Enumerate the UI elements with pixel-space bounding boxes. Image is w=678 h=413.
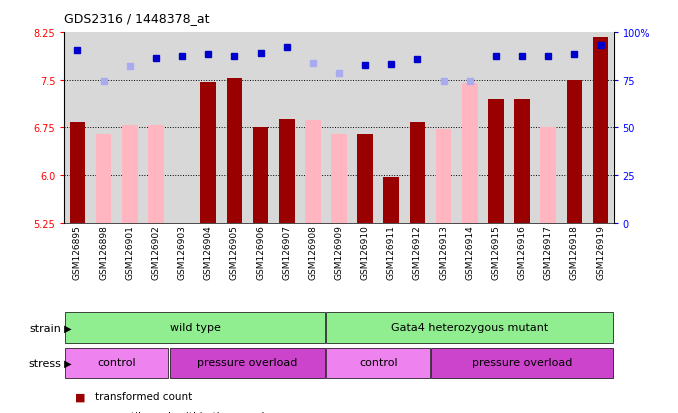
Text: GSM126916: GSM126916 [517,225,527,280]
Text: ■: ■ [75,411,85,413]
Bar [70,123,85,223]
Bar [331,134,347,223]
Bar [488,100,504,223]
Text: ▶: ▶ [61,358,72,368]
FancyBboxPatch shape [170,348,325,378]
Bar [540,128,556,223]
Bar [410,123,425,223]
FancyBboxPatch shape [65,313,325,343]
Bar [253,128,268,223]
Bar [201,83,216,223]
Text: GSM126919: GSM126919 [596,225,605,280]
Text: strain: strain [29,323,61,333]
Bar [148,126,164,223]
Bar [226,79,242,223]
Text: stress: stress [28,358,61,368]
Text: GSM126902: GSM126902 [151,225,161,279]
Text: GSM126906: GSM126906 [256,225,265,280]
FancyBboxPatch shape [65,348,169,378]
Text: GSM126898: GSM126898 [99,225,108,280]
Bar [279,120,294,223]
Text: GSM126910: GSM126910 [361,225,370,280]
Text: GSM126911: GSM126911 [387,225,396,280]
Text: GSM126913: GSM126913 [439,225,448,280]
Bar [122,126,138,223]
Text: GSM126909: GSM126909 [334,225,344,280]
FancyBboxPatch shape [326,313,613,343]
Text: GSM126907: GSM126907 [282,225,291,280]
Text: GSM126895: GSM126895 [73,225,82,280]
Text: control: control [359,357,397,367]
Text: pressure overload: pressure overload [197,357,298,367]
Bar [96,134,111,223]
Text: GSM126904: GSM126904 [204,225,213,279]
Bar [593,38,608,223]
Text: control: control [98,357,136,367]
Bar [384,178,399,223]
Text: ■: ■ [75,392,85,401]
Text: GSM126914: GSM126914 [465,225,474,279]
Text: GSM126908: GSM126908 [308,225,317,280]
Bar [357,134,373,223]
Text: GSM126901: GSM126901 [125,225,134,280]
Bar [436,130,452,223]
Bar [514,100,530,223]
FancyBboxPatch shape [431,348,613,378]
Text: GSM126915: GSM126915 [492,225,500,280]
Text: GSM126918: GSM126918 [570,225,579,280]
Bar [462,84,477,223]
Text: ▶: ▶ [61,323,72,333]
Bar [567,81,582,223]
Bar [305,121,321,223]
Text: wild type: wild type [170,322,220,332]
Text: GSM126912: GSM126912 [413,225,422,279]
Text: Gata4 heterozygous mutant: Gata4 heterozygous mutant [391,322,549,332]
Text: transformed count: transformed count [95,392,192,401]
Text: pressure overload: pressure overload [472,357,572,367]
Text: GSM126917: GSM126917 [544,225,553,280]
Text: GSM126903: GSM126903 [178,225,186,280]
FancyBboxPatch shape [326,348,430,378]
Text: GSM126905: GSM126905 [230,225,239,280]
Text: GDS2316 / 1448378_at: GDS2316 / 1448378_at [64,12,210,26]
Text: percentile rank within the sample: percentile rank within the sample [95,411,271,413]
